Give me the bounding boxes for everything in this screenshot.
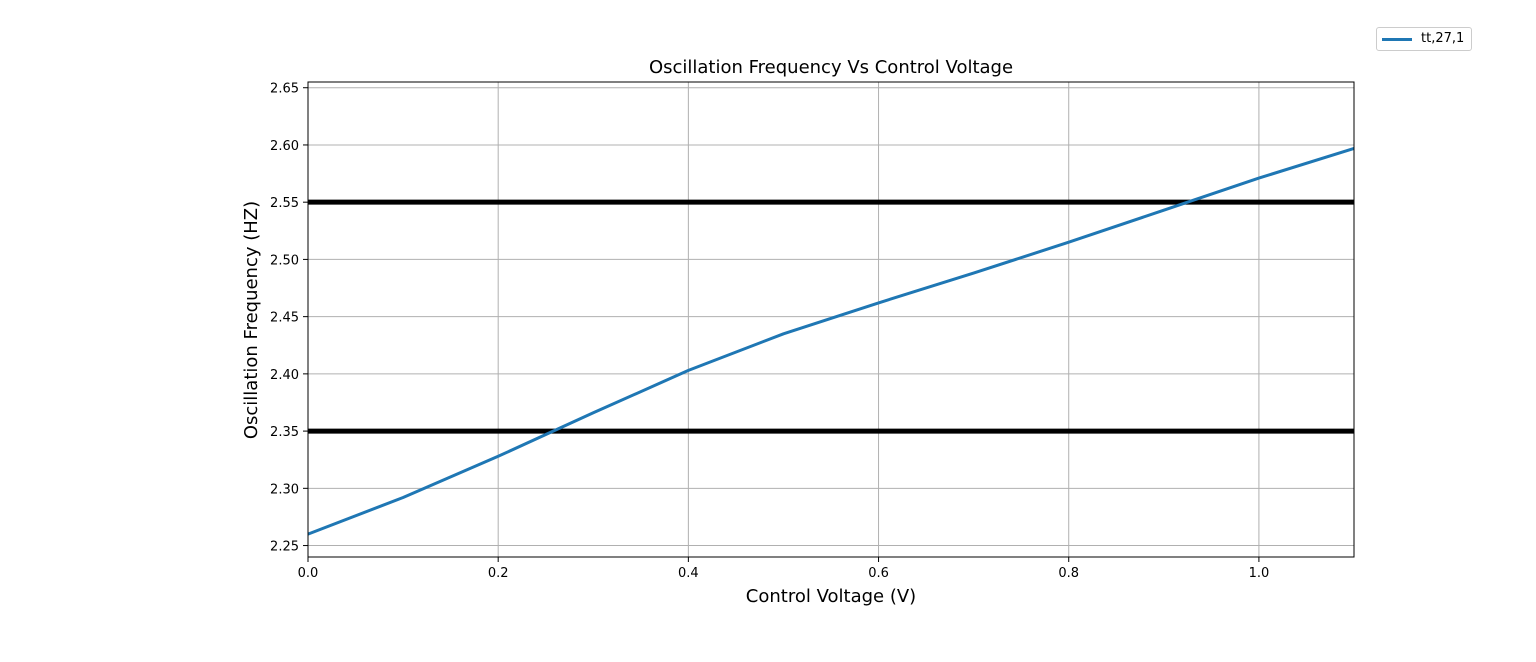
y-tick-label: 2.50 <box>270 253 299 268</box>
x-tick-label: 1.0 <box>1249 566 1270 581</box>
x-axis-label: Control Voltage (V) <box>746 586 916 607</box>
y-tick-label: 2.65 <box>270 82 299 97</box>
legend: tt,27,1 <box>1376 27 1472 51</box>
y-tick-label: 2.55 <box>270 196 299 211</box>
y-tick-label: 2.35 <box>270 425 299 440</box>
y-axis-ticks: 2.25 2.30 2.35 2.40 2.45 2.50 2.55 2.60 2.65 <box>270 82 308 555</box>
legend-label: tt,27,1 <box>1421 31 1465 46</box>
y-tick-label: 2.40 <box>270 368 299 383</box>
plot-area-frame <box>307 81 1355 558</box>
series-layer <box>307 146 1355 536</box>
chart-title: Oscillation Frequency Vs Control Voltage <box>649 57 1013 78</box>
y-tick-label: 2.45 <box>270 311 299 326</box>
x-tick-label: 0.2 <box>488 566 509 581</box>
x-tick-label: 0.0 <box>298 566 319 581</box>
series-line <box>307 146 1355 536</box>
x-tick-label: 0.8 <box>1058 566 1079 581</box>
x-tick-label: 0.4 <box>678 566 699 581</box>
y-tick-label: 2.60 <box>270 139 299 154</box>
x-tick-label: 0.6 <box>868 566 889 581</box>
reference-lines <box>308 199 1354 434</box>
x-axis-ticks: 0.0 0.2 0.4 0.6 0.8 1.0 <box>298 557 1270 581</box>
y-tick-label: 2.25 <box>270 540 299 555</box>
y-tick-label: 2.30 <box>270 482 299 497</box>
legend-swatch-tt-27-1 <box>1382 38 1412 41</box>
y-axis-label: Oscillation Frequency (HZ) <box>241 201 262 439</box>
